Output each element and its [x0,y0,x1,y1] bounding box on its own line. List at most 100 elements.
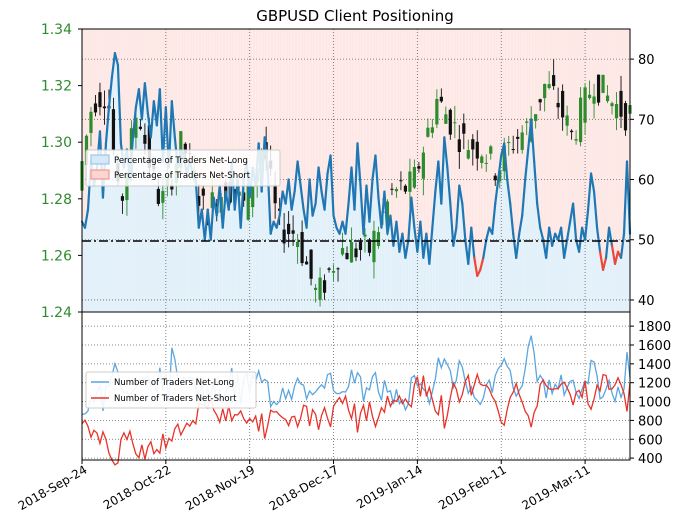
candle-body [358,241,363,251]
top-legend: Percentage of Traders Net-Long Percentag… [85,149,281,187]
percent-net-long-segment [83,208,90,229]
percent-net-long-segment [530,118,536,163]
candle-body [291,230,295,234]
candle-body [601,74,605,93]
percent-net-long-segment [604,226,611,259]
candle-body [493,175,497,181]
percent-net-long-segment [613,250,620,265]
candle-body [111,109,116,151]
percent-net-long-segment [515,232,521,259]
candle-body [331,271,336,273]
candle-body [251,186,255,208]
price-tick-label: 1.34 [41,22,72,38]
candle-body [592,96,596,104]
percent-net-long-segment [311,202,317,217]
percent-net-long-segment [332,214,338,229]
candle-body [430,127,434,133]
candle-body [363,234,367,237]
count-tick-label: 1200 [638,377,671,392]
percent-tick-label: 50 [638,234,655,249]
candle-body [246,183,250,220]
percent-net-long-segment [607,226,614,247]
percent-net-long-segment [113,51,120,67]
candle-body [489,146,493,154]
candle-body [120,196,125,201]
percent-net-long-segment [419,220,425,259]
candle-body [462,123,466,134]
candle-body [578,97,583,143]
percent-net-long-segment [209,196,215,241]
percent-net-long-segment [356,142,362,187]
candle-body [336,268,340,270]
percent-net-long-segment [586,172,593,211]
candle-body [376,232,381,247]
candle-body [507,142,511,144]
candle-body [147,125,151,168]
candle-body [399,180,403,182]
candle-body [372,230,376,263]
candle-body [583,87,587,123]
percent-net-long-segment [583,208,590,241]
candle-body [287,223,291,235]
percent-net-long-segment [143,82,149,115]
candle-body [161,190,165,203]
date-axis: 2018-Sep-24 2018-Oct-22 2018-Nov-19 2018-De… [16,460,593,513]
candle-body [206,219,210,225]
percent-net-long-segment [470,226,476,259]
percent-net-long-segment [368,178,374,223]
percent-net-long-segment [293,160,299,193]
candle-body [349,241,354,263]
percent-net-long-segment [589,172,596,193]
percent-net-long-segment [497,154,503,181]
percent-net-long-segment [485,226,491,241]
candle-body [444,114,448,124]
percent-net-long-segment [521,178,527,217]
legend-swatch-net-short [90,169,110,180]
candle-body [610,103,614,107]
percent-net-long-segment [353,142,359,211]
percent-net-long-segment [401,232,407,259]
candle-body [408,171,412,192]
candle-body [282,229,286,244]
candle-body [309,249,313,279]
candle-body [439,96,443,102]
candle-body [543,83,547,99]
candle-body [385,201,390,224]
candle-body [134,117,138,138]
count-tick-label: 400 [638,452,663,467]
percent-net-long-segment [551,232,557,247]
candle-body [412,166,416,188]
candle-body [300,232,304,264]
percent-net-long-segment [449,202,455,247]
percent-net-long-segment [170,100,176,139]
percent-net-long-segment [374,154,380,199]
candle-body [210,192,214,208]
candle-body [170,184,174,190]
percent-net-long-segment [104,106,111,145]
candle-body [471,139,475,150]
legend-label-count-net-short: Number of Traders Net-Short [114,394,237,404]
percent-net-long-segment [524,148,530,181]
percent-net-long-segment [440,136,446,205]
percent-net-long-segment [452,226,458,247]
percent-net-long-segment [455,184,461,229]
percent-net-long-segment [131,106,138,139]
percent-net-long-segment [479,256,485,271]
percent-net-long-segment [601,256,608,271]
candle-body [138,126,142,129]
count-tick-label: 1000 [638,396,671,411]
chart-title: GBPUSD Client Positioning [256,7,454,25]
percent-net-long-segment [598,250,605,271]
count-tick-label: 1600 [638,339,671,354]
percent-net-long-segment [407,196,413,241]
date-tick-label: 2018-Sep-24 [16,462,90,513]
percent-net-long-segment [548,226,554,247]
percent-net-long-segment [563,238,569,259]
percent-net-long-segment [610,244,617,265]
percent-net-long-segment [149,100,155,139]
candle-body [480,156,484,163]
percent-net-long-segment [476,268,482,277]
percent-net-long-segment [383,190,389,235]
percent-net-long-segment [404,238,410,259]
legend-swatch-net-long [90,154,110,165]
